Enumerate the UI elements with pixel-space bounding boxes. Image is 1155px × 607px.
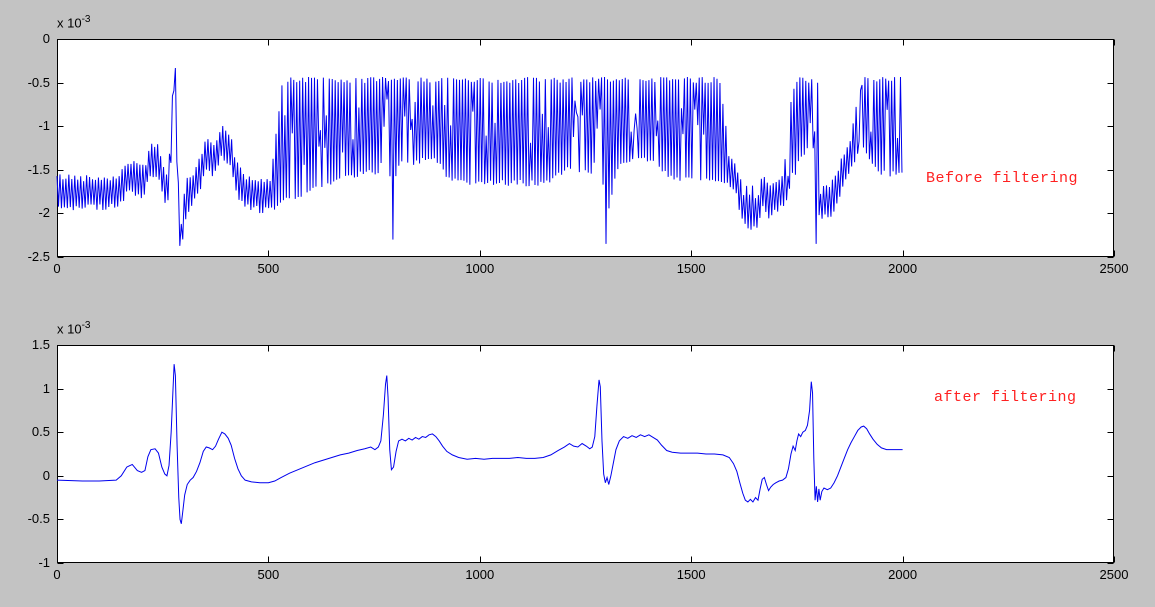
before-filtering-annotation: Before filtering [926,170,1079,187]
y-axis-exponent-label: x 10-3 [57,320,91,337]
x-tick-label: 2500 [1099,567,1129,582]
y-tick-label: 0.5 [31,424,50,440]
x-tick-label: 2000 [888,567,918,582]
x-tick-label: 500 [257,261,280,276]
before-filtering-signal-line [56,67,903,246]
y-tick-label: -1 [38,118,50,134]
x-tick-label: 1500 [676,261,706,276]
x-tick-label: 1000 [465,567,495,582]
y-tick-label: -0.5 [27,74,50,90]
before-plot-canvas [56,39,1115,258]
after-plot-canvas [56,345,1115,564]
before-filtering-plot: x 10-3 Before filtering 0 500 1000 1500 2000… [28,14,1129,276]
y-tick-label: -0.5 [27,511,50,527]
after-filtering-signal-line [56,364,903,524]
y-axis-exponent-label: x 10-3 [57,14,91,31]
x-tick-label: 1000 [465,261,495,276]
y-tick-label: -2 [38,205,50,221]
x-tick-label: 2500 [1099,261,1129,276]
after-filtering-plot: x 10-3 after filtering 0 500 1000 1500 2000 2… [28,320,1129,582]
y-tick-label: -1 [38,555,50,570]
x-tick-label: 0 [53,567,61,582]
x-tick-label: 1500 [676,567,706,582]
y-tick-label: 0 [42,31,50,46]
x-tick-label: 500 [257,567,280,582]
after-filtering-annotation: after filtering [934,389,1077,406]
x-tick-label: 0 [53,261,61,276]
y-tick-label: -1.5 [27,161,50,177]
y-tick-label: 1 [42,380,50,396]
x-tick-label: 2000 [888,261,918,276]
y-tick-label: 0 [42,467,50,483]
y-tick-label: 1.5 [31,337,50,352]
y-tick-label: -2.5 [27,249,50,264]
